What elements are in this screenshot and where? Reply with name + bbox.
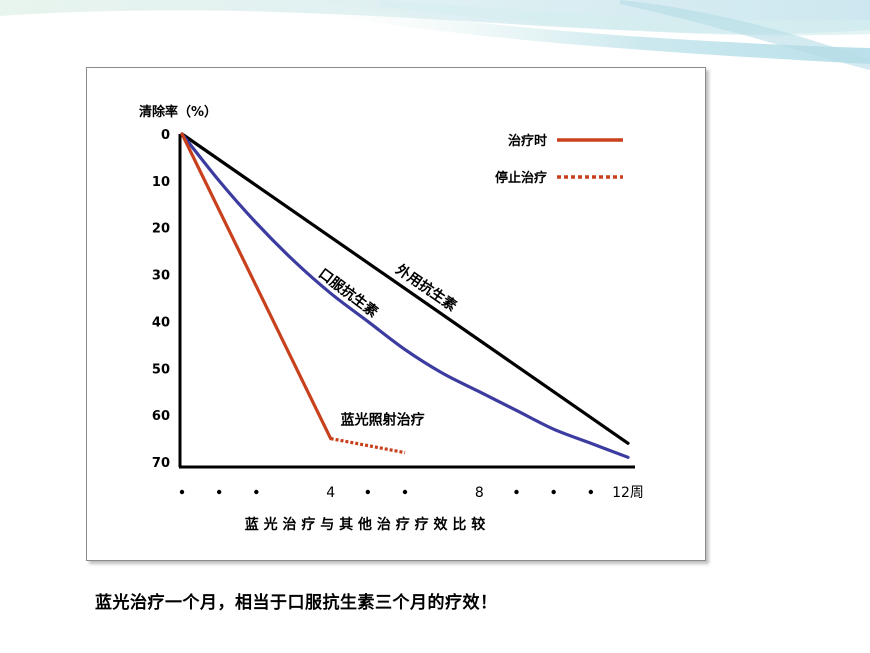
series-line-口服抗生素 <box>180 132 630 459</box>
x-axis-dot <box>551 489 556 495</box>
x-tick-label: 8 <box>475 485 484 501</box>
chart-panel: 清除率（%） 0 10 20 30 40 50 60 70 4 8 12周 外用抗生素 口服抗生素蓝… <box>86 67 706 561</box>
y-axis-label: 清除率（%） <box>139 104 217 120</box>
x-axis-dot <box>254 489 259 495</box>
x-tick-label: 4 <box>326 485 335 501</box>
series-line-蓝光照射治疗 <box>180 132 333 441</box>
y-tick-label: 0 <box>161 128 170 143</box>
header-banner <box>0 0 870 70</box>
y-tick-label: 20 <box>152 222 170 237</box>
y-tick-label: 60 <box>152 409 170 424</box>
series-line-外用抗生素 <box>180 132 630 445</box>
x-axis-dot <box>588 489 594 495</box>
x-axis-dot <box>402 489 408 495</box>
y-tick-label: 40 <box>152 315 170 330</box>
y-tick-label: 10 <box>152 175 170 190</box>
series-label-口服抗生素: 口服抗生素 <box>315 265 381 321</box>
x-axis-dot <box>365 489 371 495</box>
series-label-蓝光照射治疗: 蓝光照射治疗 <box>341 412 425 429</box>
x-axis-dot <box>179 489 185 495</box>
x-axis-label: 蓝 光 治 疗 与 其 他 治 疗 疗 效 比 较 <box>245 516 486 533</box>
conclusion-caption: 蓝光治疗一个月，相当于口服抗生素三个月的疗效！ <box>95 593 498 613</box>
legend-label: 治疗时 <box>508 133 547 149</box>
y-tick-label: 30 <box>152 269 170 284</box>
x-axis-dot <box>216 489 222 495</box>
legend-label: 停止治疗 <box>495 170 547 186</box>
x-axis-dot <box>514 489 519 495</box>
x-tick-label: 12周 <box>612 485 644 501</box>
y-tick-label: 70 <box>152 456 170 471</box>
series-line-stopped-treatment <box>330 436 406 455</box>
y-tick-label: 50 <box>152 362 170 377</box>
